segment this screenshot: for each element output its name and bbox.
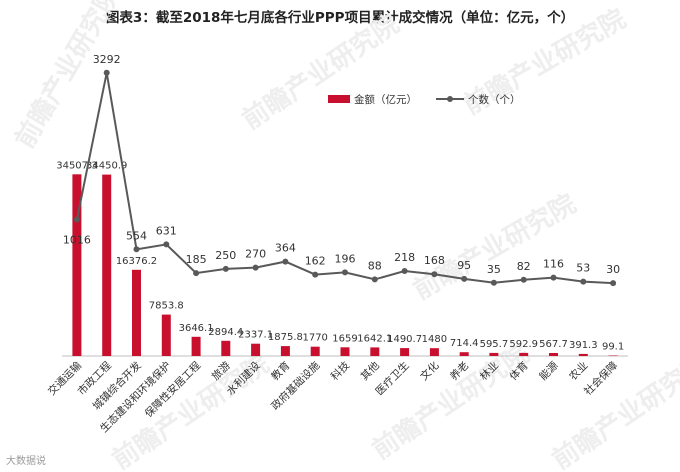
bar-value-label: 7853.8 [149, 301, 184, 312]
line-value-label: 88 [368, 259, 382, 272]
line-marker [312, 272, 318, 278]
bar-value-label: 391.3 [569, 340, 598, 351]
x-tick-label: 其他 [358, 359, 382, 383]
line-value-label: 631 [156, 224, 177, 237]
line-value-label: 364 [275, 242, 296, 255]
bar [341, 347, 350, 356]
line-marker [223, 266, 229, 272]
bar-value-label: 592.9 [509, 339, 538, 350]
line-marker [521, 277, 527, 283]
bar [281, 346, 290, 356]
x-tick-label: 医疗卫生 [373, 359, 412, 398]
line-value-label: 53 [576, 262, 590, 275]
bar-value-label: 567.7 [539, 339, 568, 350]
line-marker [402, 268, 408, 274]
line-value-label: 270 [245, 248, 266, 261]
bar-value-label: 1659 [332, 333, 357, 344]
line-value-label: 35 [487, 263, 501, 276]
x-tick-label: 社会保障 [581, 359, 620, 398]
bar [549, 353, 558, 356]
line-value-label: 250 [215, 249, 236, 262]
bar-value-label: 1875.8 [268, 332, 303, 343]
bar [489, 353, 498, 356]
bar [192, 337, 201, 356]
bar [102, 175, 111, 356]
bar [370, 347, 379, 356]
line-marker [431, 271, 437, 277]
legend-bar-label: 金额（亿元） [354, 93, 417, 106]
legend-line-marker [447, 96, 453, 102]
source-mark: 大数据说 [6, 452, 46, 467]
x-tick-label: 教育 [268, 359, 292, 383]
line-value-label: 30 [606, 263, 620, 276]
bar [221, 341, 230, 356]
bar [400, 348, 409, 356]
line-marker [372, 276, 378, 282]
line-value-label: 218 [394, 251, 415, 264]
line-marker [163, 241, 169, 247]
line-marker [461, 276, 467, 282]
bar [251, 344, 260, 356]
watermark-text: 前瞻产业研究院 [9, 0, 127, 154]
watermark-text: 前瞻产业研究院 [237, 8, 405, 135]
line-marker [282, 259, 288, 265]
legend: 金额（亿元） 个数（个） [328, 93, 521, 106]
line-value-label: 116 [543, 258, 564, 271]
bar [162, 315, 171, 356]
line-marker [193, 270, 199, 276]
bar-value-label: 1480 [422, 334, 447, 345]
line-marker [134, 246, 140, 252]
x-tick-label: 农业 [566, 359, 590, 383]
line-marker [104, 70, 110, 76]
line-value-label: 162 [305, 255, 326, 268]
line-value-label: 95 [457, 259, 471, 272]
line-value-label: 82 [517, 260, 531, 273]
legend-line-label: 个数（个） [468, 93, 521, 106]
line-value-label: 168 [424, 254, 445, 267]
legend-bar-swatch [328, 95, 350, 103]
bar [430, 348, 439, 356]
line-value-label: 196 [335, 252, 356, 265]
bar [579, 354, 588, 356]
line-value-label: 3292 [93, 53, 121, 66]
bar-value-label: 16376.2 [116, 256, 157, 267]
bar-value-label: 595.7 [480, 339, 509, 350]
x-tick-label: 能源 [537, 359, 561, 383]
line-marker [74, 217, 80, 223]
line-marker [610, 280, 616, 286]
chart: 前瞻产业研究院 前瞻产业研究院 前瞻产业研究院前瞻产业研究院前瞻产业研究院 前瞻产业研… [0, 0, 680, 472]
bar-value-label: 99.1 [602, 342, 624, 353]
bar [460, 352, 469, 356]
x-tick-label: 文化 [417, 359, 441, 383]
line-value-label: 185 [186, 253, 207, 266]
bar [132, 270, 141, 356]
line-marker [253, 265, 259, 271]
bar [311, 347, 320, 356]
line-marker [551, 275, 557, 281]
bar-value-label: 714.4 [450, 338, 479, 349]
bar [609, 356, 618, 357]
line-marker [580, 279, 586, 285]
bar-value-label: 1770 [302, 333, 327, 344]
bar-value-label: 1490.7 [387, 334, 422, 345]
watermark-text: 前瞻产业研究院 [367, 338, 535, 465]
line-value-label: 1016 [63, 234, 91, 247]
line-marker [491, 280, 497, 286]
line-value-label: 554 [126, 229, 147, 242]
bar [519, 353, 528, 356]
line-value-labels: 1016 3292 554 631 185 250 270 364 162 196 88 218 168… [63, 53, 620, 276]
line-marker [342, 269, 348, 275]
watermark-text: 前瞻产业研究院 [408, 188, 581, 306]
x-tick-label: 科技 [328, 359, 352, 383]
